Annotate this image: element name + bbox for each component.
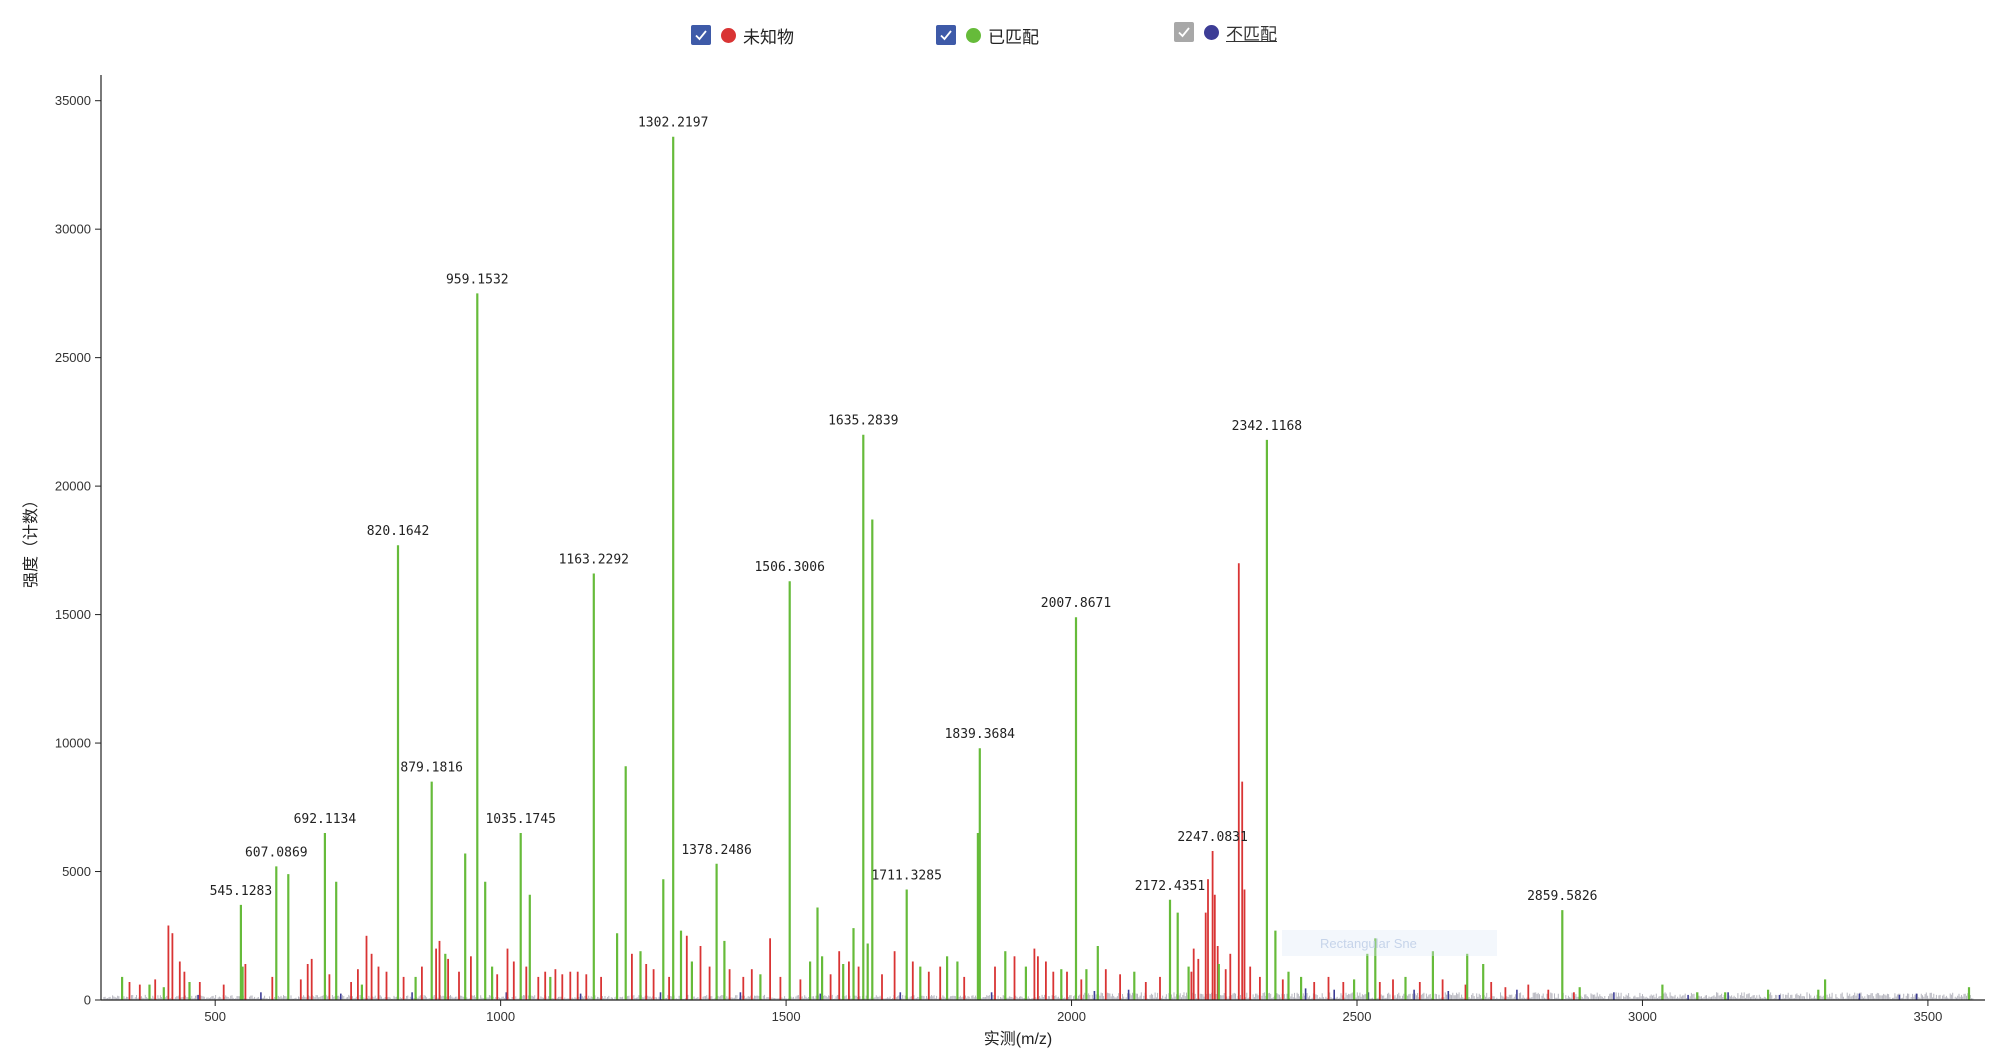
- axes: 0 5000 10000 15000 20000 25000 30000 35000 500 10…: [55, 75, 1985, 1024]
- peak-label: 820.1642: [367, 524, 430, 539]
- y-tick-label: 5000: [62, 864, 91, 879]
- peak-label: 1378.2486: [681, 843, 751, 858]
- unmatched-series: [197, 988, 1918, 1000]
- y-tick-label: 30000: [55, 222, 91, 237]
- selection-box[interactable]: [1282, 930, 1497, 956]
- legend-item-unknown[interactable]: 未知物: [691, 22, 794, 48]
- peak-label: 1635.2839: [828, 414, 898, 429]
- x-tick-label: 3500: [1913, 1009, 1942, 1024]
- legend-item-matched[interactable]: 已匹配: [936, 22, 1039, 48]
- legend-label-unmatched[interactable]: 不匹配: [1226, 24, 1277, 44]
- peak-label: 2342.1168: [1232, 419, 1302, 434]
- x-tick-label: 1500: [772, 1009, 801, 1024]
- legend-dot-unmatched: [1204, 24, 1219, 40]
- peak-label: 607.0869: [245, 845, 308, 860]
- peak-label: 545.1283: [210, 884, 273, 899]
- check-icon: [940, 30, 952, 41]
- peak-label: 1163.2292: [559, 553, 629, 568]
- x-tick-label: 2500: [1343, 1009, 1372, 1024]
- x-tick-label: 2000: [1057, 1009, 1086, 1024]
- peak-label: 2007.8671: [1041, 596, 1111, 611]
- selection-box-label: Rectangular Sne: [1320, 936, 1417, 951]
- legend-label-matched: 已匹配: [988, 27, 1039, 47]
- y-axis-title: 强度（计数）: [22, 492, 40, 588]
- selection-overlay[interactable]: Rectangular Sne: [1282, 930, 1497, 956]
- check-icon: [695, 30, 707, 41]
- legend-dot-unknown: [721, 27, 736, 43]
- y-tick-label: 15000: [55, 607, 91, 622]
- legend-dot-matched: [966, 27, 981, 43]
- peak-label: 1711.3285: [871, 869, 941, 884]
- legend-item-unmatched[interactable]: 不匹配: [1174, 19, 1277, 45]
- y-tick-label: 10000: [55, 736, 91, 751]
- y-tick-label: 25000: [55, 350, 91, 365]
- peak-label: 2247.0831: [1177, 830, 1247, 845]
- y-tick-label: 35000: [55, 93, 91, 108]
- checkbox-unmatched[interactable]: [1174, 22, 1194, 42]
- legend: 未知物 已匹配 不匹配: [0, 22, 2000, 52]
- peak-label: 959.1532: [446, 272, 509, 287]
- peak-label: 1035.1745: [485, 812, 555, 827]
- unknown-series: [128, 563, 1575, 1000]
- peak-label: 1506.3006: [754, 560, 824, 575]
- check-icon: [1178, 27, 1190, 38]
- x-tick-label: 500: [204, 1009, 226, 1024]
- x-tick-label: 3000: [1628, 1009, 1657, 1024]
- matched-series: [120, 136, 1971, 1000]
- legend-label-unknown: 未知物: [743, 27, 794, 47]
- checkbox-unknown[interactable]: [691, 25, 711, 45]
- y-tick-label: 20000: [55, 479, 91, 494]
- checkbox-matched[interactable]: [936, 25, 956, 45]
- peak-label: 692.1134: [294, 812, 357, 827]
- peak-label: 1839.3684: [945, 727, 1016, 742]
- peak-label: 2859.5826: [1527, 889, 1597, 904]
- y-tick-label: 0: [84, 993, 91, 1008]
- x-axis-title: 实测(m/z): [984, 1030, 1052, 1048]
- x-tick-label: 1000: [486, 1009, 515, 1024]
- peak-label: 1302.2197: [638, 116, 708, 131]
- peak-label: 2172.4351: [1135, 879, 1205, 894]
- peak-labels: 545.1283 607.0869 692.1134 820.1642 879.1816…: [210, 116, 1598, 904]
- peak-label: 879.1816: [400, 761, 463, 776]
